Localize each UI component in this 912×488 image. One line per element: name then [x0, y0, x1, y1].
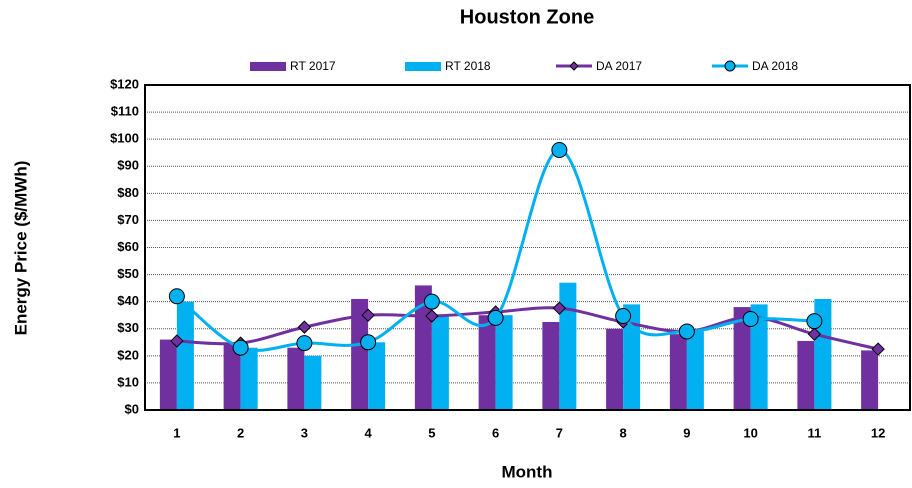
bar — [495, 315, 513, 410]
point — [297, 320, 312, 334]
x-tick-label: 5 — [428, 425, 435, 440]
x-tick-label: 9 — [683, 425, 690, 440]
legend-label: DA 2017 — [596, 59, 642, 73]
y-tick-label: $90 — [117, 158, 139, 173]
legend-marker — [724, 60, 736, 72]
bar — [606, 328, 624, 410]
point — [232, 339, 249, 356]
y-tick-label: $60 — [117, 239, 139, 254]
x-tick-label: 11 — [808, 425, 822, 440]
point — [361, 308, 375, 322]
legend-label: RT 2017 — [290, 59, 336, 73]
bar — [559, 282, 577, 410]
point — [423, 293, 440, 310]
point — [360, 334, 377, 351]
point — [425, 309, 439, 323]
point — [871, 342, 885, 356]
point — [807, 327, 822, 341]
point — [296, 335, 313, 352]
plot-border — [144, 84, 911, 411]
point — [487, 309, 504, 326]
y-tick-label: $100 — [110, 131, 139, 146]
bar — [478, 315, 496, 410]
y-tick-label: $40 — [117, 293, 139, 308]
bar — [733, 307, 751, 410]
legend-label: RT 2018 — [445, 59, 491, 73]
x-tick-label: 3 — [301, 425, 308, 440]
x-tick-label: 12 — [871, 425, 885, 440]
point — [168, 288, 185, 305]
bar — [861, 350, 879, 410]
bar — [368, 342, 386, 410]
bar — [176, 301, 194, 410]
point — [551, 142, 568, 158]
x-tick-label: 10 — [743, 425, 757, 440]
legend-swatch — [250, 62, 286, 71]
y-tick-label: $20 — [117, 347, 139, 362]
x-tick-label: 2 — [237, 425, 244, 440]
chart-title: Houston Zone — [460, 6, 594, 28]
bar — [287, 347, 305, 410]
y-tick-label: $10 — [117, 374, 139, 389]
x-tick-label: 4 — [365, 425, 373, 440]
point — [806, 313, 823, 330]
point — [615, 308, 632, 325]
y-axis-label: Energy Price ($/MWh) — [11, 161, 30, 336]
y-tick-label: $80 — [117, 185, 139, 200]
y-tick-label: $120 — [110, 76, 139, 91]
point — [678, 323, 695, 340]
bar — [431, 315, 449, 410]
bar — [351, 298, 369, 410]
legend-label: DA 2018 — [752, 59, 798, 73]
x-tick-label: 7 — [556, 425, 563, 440]
x-tick-label: 1 — [173, 425, 180, 440]
bar — [159, 339, 177, 410]
x-tick-label: 6 — [492, 425, 499, 440]
bar — [669, 334, 687, 410]
y-tick-label: $30 — [117, 320, 139, 335]
point — [170, 334, 184, 348]
y-tick-label: $70 — [117, 212, 139, 227]
legend-marker — [569, 61, 579, 71]
point — [552, 301, 567, 315]
bar — [240, 347, 258, 410]
bar — [797, 340, 815, 410]
bar — [542, 321, 560, 410]
x-tick-label: 8 — [620, 425, 627, 440]
y-tick-label: $110 — [111, 104, 139, 119]
bar — [750, 304, 768, 410]
bar — [686, 331, 704, 410]
point — [742, 311, 759, 327]
bar — [304, 355, 322, 410]
x-axis-label: Month — [502, 462, 553, 481]
legend-swatch — [405, 62, 441, 71]
y-tick-label: $0 — [125, 401, 139, 416]
y-tick-label: $50 — [117, 266, 139, 281]
bar — [223, 345, 241, 410]
